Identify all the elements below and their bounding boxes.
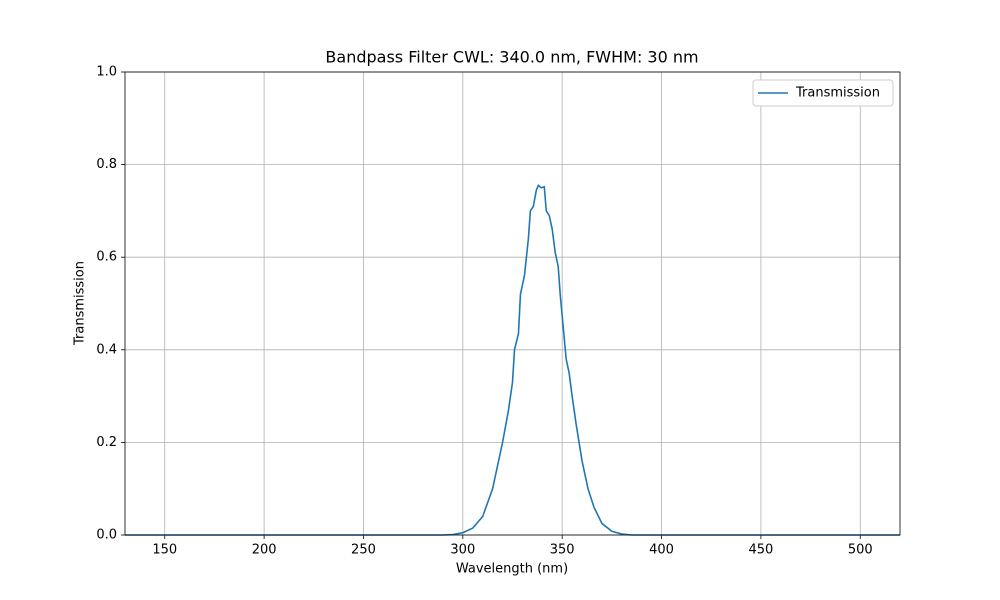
plot-frame: [124, 71, 901, 536]
x-tick-label: 300: [450, 543, 475, 558]
y-tick-label: 0.2: [96, 435, 117, 450]
data-line: [125, 184, 900, 536]
x-tick-label: 200: [252, 543, 277, 558]
y-tick-label: 0.6: [96, 250, 117, 265]
legend-box: [752, 79, 894, 107]
y-tick-label: 0.0: [96, 528, 117, 543]
y-tick-label: 1.0: [96, 65, 117, 80]
x-tick-label: 450: [748, 543, 773, 558]
y-axis-label: Transmission: [73, 261, 88, 346]
chart-title: Bandpass Filter CWL: 340.0 nm, FWHM: 30 …: [325, 48, 698, 67]
x-tick-label: 250: [351, 543, 376, 558]
legend-label: Transmission: [795, 86, 880, 101]
y-tick-label: 0.8: [96, 157, 117, 172]
x-tick-label: 150: [152, 543, 177, 558]
x-tick-label: 350: [550, 543, 575, 558]
x-axis-label: Wavelength (nm): [456, 562, 568, 577]
x-tick-label: 400: [649, 543, 674, 558]
y-tick-label: 0.4: [96, 342, 117, 357]
x-tick-label: 500: [848, 543, 873, 558]
